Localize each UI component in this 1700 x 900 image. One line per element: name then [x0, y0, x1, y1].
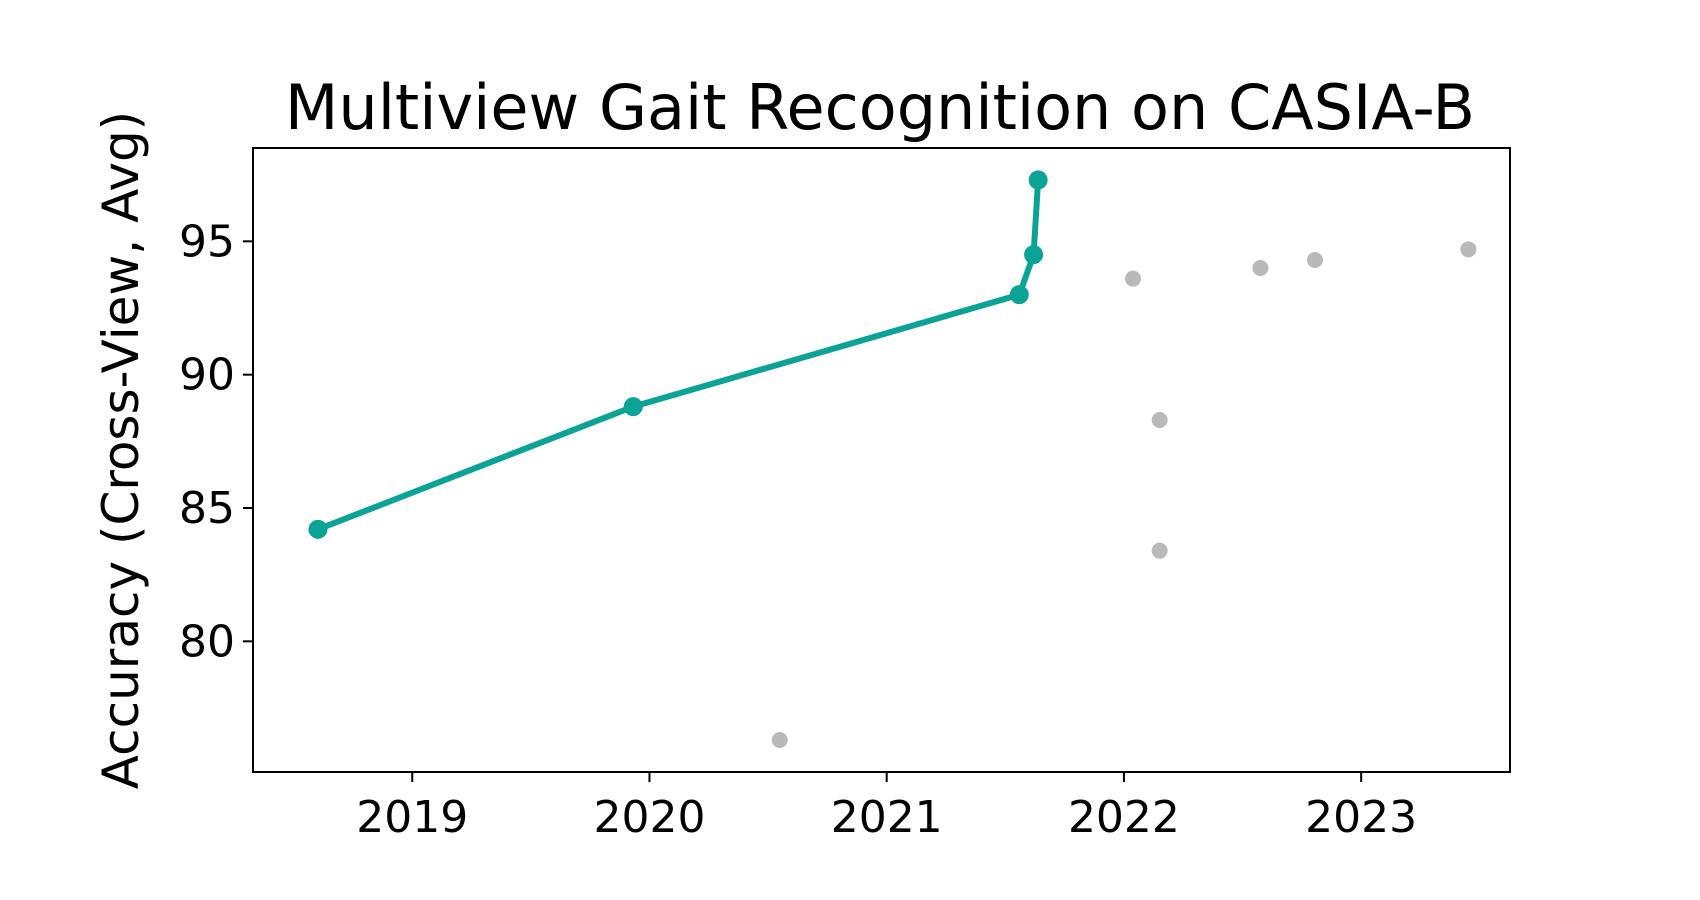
other-point-6 [1460, 241, 1477, 258]
plot-frame [252, 147, 1511, 773]
sota-point-2 [1009, 285, 1029, 305]
other-point-5 [1307, 252, 1324, 268]
sota-point-1 [623, 397, 643, 417]
other-point-0 [771, 732, 788, 748]
y-axis-label: Accuracy (Cross-View, Avg) [92, 111, 150, 789]
other-point-3 [1151, 542, 1168, 559]
x-tick-label-2023: 2023 [1305, 792, 1417, 843]
x-tick-label-2021: 2021 [831, 792, 943, 843]
x-tick-label-2020: 2020 [593, 792, 705, 843]
y-tick-label-80: 80 [179, 616, 235, 667]
x-tick-label-2022: 2022 [1068, 792, 1180, 843]
other-point-4 [1252, 260, 1269, 276]
sota-point-0 [308, 519, 328, 539]
sota-point-4 [1028, 170, 1048, 190]
sota-line [315, 177, 1042, 533]
y-tick-label-95: 95 [179, 216, 235, 267]
plot-area: 2019 2020 2021 2022 2023 80 85 90 95 [179, 147, 1511, 843]
sota-point-3 [1024, 245, 1044, 265]
other-point-2 [1151, 412, 1168, 428]
y-tick-label-85: 85 [179, 483, 235, 534]
y-tick-label-90: 90 [179, 350, 235, 401]
x-tick-label-2019: 2019 [356, 792, 468, 843]
other-point-1 [1125, 270, 1142, 287]
chart-title: Multiview Gait Recognition on CASIA-B [285, 71, 1475, 144]
